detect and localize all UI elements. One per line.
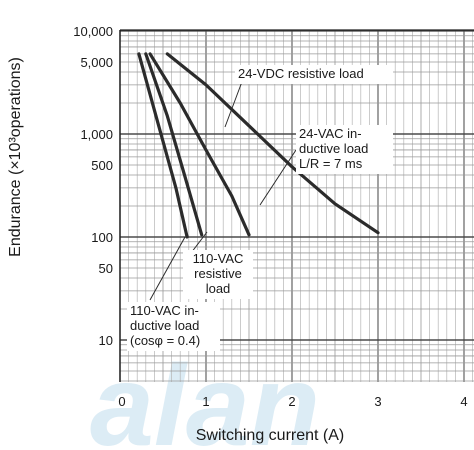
y-tick-label: 1,000 (80, 127, 113, 142)
x-tick-label: 3 (374, 394, 381, 409)
x-tick-label: 4 (460, 394, 467, 409)
y-tick-label: 50 (99, 261, 113, 276)
plot-frame (119, 29, 474, 382)
annotation-text-2-3: L/R = 7 ms (299, 156, 363, 171)
y-tick-label: 10 (99, 333, 113, 348)
leader-line-2 (259, 149, 297, 206)
x-tick-label: 0 (118, 394, 125, 409)
series-line-1 (165, 52, 380, 235)
annotation-labels: 24-VDC resistive load 24-VAC in-ductive l… (127, 65, 393, 351)
x-tick-label: 1 (202, 394, 209, 409)
leader-line-4 (149, 236, 186, 301)
series-line-2 (148, 52, 251, 237)
y-tick-label: 100 (91, 230, 113, 245)
annotation-text-2-1: 24-VAC in- (299, 126, 362, 141)
annotation-text-3-3: load (206, 281, 231, 296)
y-tick-label: 5,000 (80, 55, 113, 70)
annotation-text-4-2: ductive load (130, 318, 199, 333)
annotation-box-2 (296, 125, 393, 174)
annotation-box-4 (127, 302, 220, 351)
annotation-text-2-2: ductive load (299, 141, 368, 156)
annotation-box-3 (183, 250, 253, 299)
y-tick-label: 500 (91, 158, 113, 173)
leader-line-1 (224, 78, 244, 128)
annotation-text-3-2: resistive (194, 266, 242, 281)
leader-lines (149, 78, 297, 301)
y-tick-label: 10,000 (73, 24, 113, 39)
annotation-box-1 (235, 65, 393, 84)
x-axis-title: Switching current (A) (196, 427, 345, 444)
annotation-text-4-3: (cosφ = 0.4) (130, 333, 200, 348)
x-tick-label: 2 (288, 394, 295, 409)
annotation-text-4-1: 110-VAC in- (130, 303, 199, 318)
series-line-3 (144, 52, 204, 237)
series-line-4 (137, 52, 189, 239)
annotation-text-3-1: 110-VAC (193, 251, 244, 266)
annotation-text-1-1: 24-VDC resistive load (238, 66, 364, 81)
series-curves (137, 52, 380, 239)
y-axis-title: Endurance (×10³operations) (7, 57, 24, 257)
